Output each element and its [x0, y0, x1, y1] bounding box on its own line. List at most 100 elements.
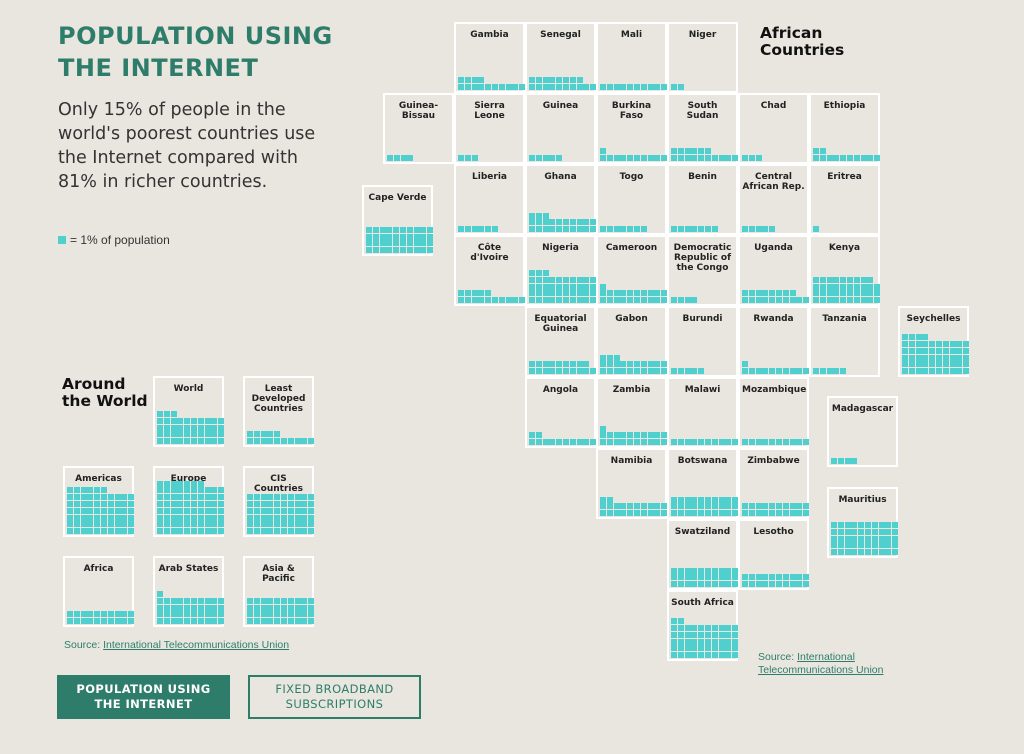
africa-cell-swatziland[interactable]: Swatziland: [667, 519, 739, 590]
africa-cell-gambia[interactable]: Gambia: [454, 22, 526, 93]
africa-cell-c-te-d-ivoire[interactable]: Côte d'Ivoire: [454, 235, 526, 306]
africa-cell-central-african-rep[interactable]: Central African Rep.: [738, 164, 809, 235]
waffle-square: [606, 290, 613, 297]
africa-cell-burundi[interactable]: Burundi: [667, 306, 738, 377]
waffle-square: [813, 226, 819, 233]
source-link-africa[interactable]: International Telecommunications Union: [758, 651, 884, 676]
waffle-square: [170, 618, 177, 625]
africa-cell-mali[interactable]: Mali: [596, 22, 668, 93]
africa-cell-cape-verde[interactable]: Cape Verde: [362, 185, 434, 256]
africa-cell-uganda[interactable]: Uganda: [738, 235, 810, 306]
waffle-square: [718, 567, 725, 574]
world-cell-least-developed-countries[interactable]: Least Developed Countries: [243, 376, 315, 447]
africa-cell-cameroon[interactable]: Cameroon: [596, 235, 668, 306]
waffle-square: [556, 155, 563, 162]
africa-cell-ethiopia[interactable]: Ethiopia: [809, 93, 881, 164]
africa-cell-sierra-leone[interactable]: Sierra Leone: [454, 93, 525, 164]
waffle-square: [184, 521, 191, 528]
world-cell-cis-countries[interactable]: CIS Countries: [243, 466, 315, 537]
waffle-square: [732, 155, 739, 162]
waffle-square: [874, 297, 881, 304]
world-cell-africa[interactable]: Africa: [63, 556, 135, 627]
africa-cell-benin[interactable]: Benin: [667, 164, 738, 235]
africa-cell-madagascar[interactable]: Madagascar: [827, 396, 898, 467]
africa-cell-nigeria[interactable]: Nigeria: [525, 235, 597, 306]
waffle-square: [563, 226, 569, 233]
waffle-square: [294, 514, 301, 521]
waffle-square: [606, 439, 613, 446]
africa-cell-ghana[interactable]: Ghana: [525, 164, 597, 235]
waffle-square: [197, 501, 204, 507]
africa-cell-angola[interactable]: Angola: [525, 377, 597, 448]
africa-cell-niger[interactable]: Niger: [667, 22, 738, 93]
waffle-square: [406, 226, 413, 233]
waffle-square: [576, 276, 583, 283]
world-cell-world[interactable]: World: [153, 376, 225, 447]
waffle-square: [627, 432, 634, 439]
waffle-square: [128, 501, 135, 507]
africa-cell-senegal[interactable]: Senegal: [525, 22, 597, 93]
africa-cell-zambia[interactable]: Zambia: [596, 377, 668, 448]
africa-cell-guinea-bissau[interactable]: Guinea- Bissau: [383, 93, 454, 164]
waffle-square: [803, 510, 810, 517]
waffle-square: [908, 341, 915, 347]
waffle-square: [640, 361, 647, 368]
waffle-square: [211, 494, 218, 501]
africa-cell-namibia[interactable]: Namibia: [596, 448, 668, 519]
africa-cell-democratic-republic-of-the-congo[interactable]: Democratic Republic of the Congo: [667, 235, 738, 306]
waffle-square: [600, 496, 606, 503]
waffle-square: [691, 496, 698, 503]
waffle-square: [684, 645, 691, 652]
waffle-square: [287, 507, 294, 514]
waffle-square: [620, 368, 627, 375]
world-cell-americas[interactable]: Americas: [63, 466, 135, 537]
africa-cell-zimbabwe[interactable]: Zimbabwe: [738, 448, 810, 519]
waffle-square: [844, 458, 851, 465]
cell-label: Swatziland: [674, 527, 731, 537]
waffle-square: [600, 503, 606, 510]
waffle-square: [191, 611, 197, 618]
waffle-square: [590, 439, 597, 446]
waffle-square: [590, 368, 597, 375]
africa-cell-kenya[interactable]: Kenya: [809, 235, 881, 306]
source-link-world[interactable]: International Telecommunications Union: [103, 639, 290, 651]
africa-cell-togo[interactable]: Togo: [596, 164, 667, 235]
tab-fixed-broadband-subscriptions[interactable]: FIXED BROADBAND SUBSCRIPTIONS: [248, 675, 421, 719]
waffle-square: [247, 618, 253, 625]
waffle-grid: [669, 237, 736, 304]
tab-population-using-internet[interactable]: POPULATION USING THE INTERNET: [57, 675, 230, 719]
world-cell-europe[interactable]: Europe: [153, 466, 225, 537]
waffle-square: [191, 480, 197, 487]
world-cell-arab-states[interactable]: Arab States: [153, 556, 225, 627]
waffle-square: [157, 494, 163, 501]
waffle-square: [922, 361, 929, 368]
waffle-square: [613, 510, 620, 517]
africa-cell-south-sudan[interactable]: South Sudan: [667, 93, 739, 164]
africa-cell-rwanda[interactable]: Rwanda: [738, 306, 810, 377]
africa-cell-mauritius[interactable]: Mauritius: [827, 487, 899, 558]
africa-cell-burkina-faso[interactable]: Burkina Faso: [596, 93, 668, 164]
waffle-square: [287, 494, 294, 501]
waffle-square: [718, 503, 725, 510]
world-cell-asia-pacific[interactable]: Asia & Pacific: [243, 556, 315, 627]
africa-cell-equatorial-guinea[interactable]: Equatorial Guinea: [525, 306, 597, 377]
africa-cell-liberia[interactable]: Liberia: [454, 164, 525, 235]
africa-cell-lesotho[interactable]: Lesotho: [738, 519, 810, 590]
waffle-square: [942, 361, 949, 368]
africa-cell-tanzania[interactable]: Tanzania: [809, 306, 880, 377]
africa-cell-gabon[interactable]: Gabon: [596, 306, 668, 377]
waffle-square: [748, 155, 755, 162]
africa-cell-south-africa[interactable]: South Africa: [667, 590, 739, 661]
waffle-square: [600, 226, 606, 233]
waffle-square: [184, 611, 191, 618]
africa-cell-malawi[interactable]: Malawi: [667, 377, 739, 448]
africa-cell-chad[interactable]: Chad: [738, 93, 809, 164]
africa-cell-mozambique[interactable]: Mozambique: [738, 377, 810, 448]
waffle-square: [267, 438, 274, 445]
africa-cell-guinea[interactable]: Guinea: [525, 93, 596, 164]
africa-cell-eritrea[interactable]: Eritrea: [809, 164, 880, 235]
africa-cell-botswana[interactable]: Botswana: [667, 448, 739, 519]
waffle-square: [671, 618, 677, 625]
africa-cell-seychelles[interactable]: Seychelles: [898, 306, 970, 377]
waffle-square: [718, 439, 725, 446]
